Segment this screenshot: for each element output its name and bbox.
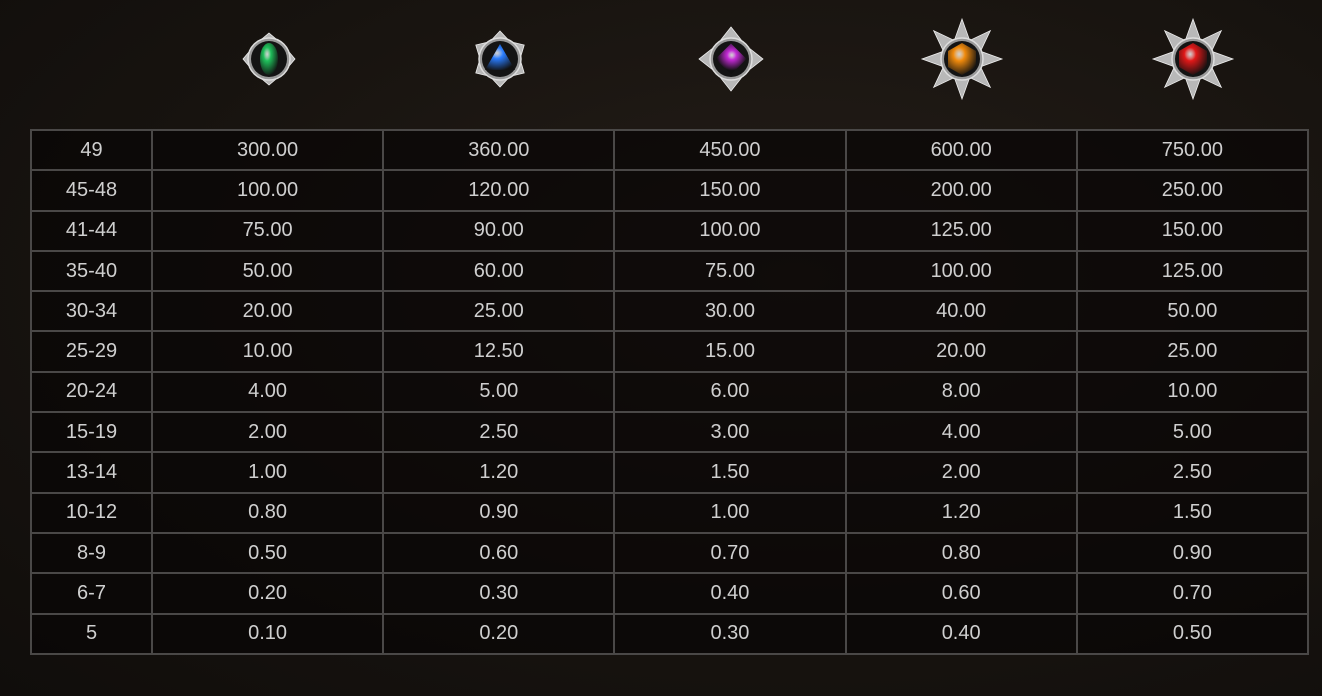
- payout-purple-gem: 15.00: [613, 330, 847, 373]
- payout-green-gem: 300.00: [150, 128, 385, 172]
- payout-orange-gem: 0.40: [844, 612, 1078, 655]
- green-gem-icon: [242, 32, 296, 86]
- payout-red-gem: 125.00: [1075, 249, 1310, 293]
- table-row: 35-40 50.00 60.00 75.00 100.00 125.00: [30, 249, 1310, 293]
- payout-green-gem: 0.80: [150, 491, 385, 534]
- payout-blue-gem: 5.00: [382, 370, 616, 414]
- count-range: 49: [30, 128, 153, 172]
- payout-blue-gem: 1.20: [382, 451, 616, 494]
- table-row: 8-9 0.50 0.60 0.70 0.80 0.90: [30, 531, 1310, 575]
- payout-red-gem: 750.00: [1075, 128, 1310, 172]
- payout-green-gem: 0.10: [150, 612, 385, 655]
- payout-purple-gem: 1.00: [613, 491, 847, 534]
- payout-purple-gem: 450.00: [613, 128, 847, 172]
- payout-blue-gem: 120.00: [382, 169, 616, 212]
- payout-orange-gem: 0.60: [844, 572, 1078, 615]
- payout-blue-gem: 25.00: [382, 290, 616, 333]
- payout-orange-gem: 100.00: [844, 249, 1078, 293]
- count-range: 5: [30, 612, 153, 655]
- payout-blue-gem: 0.20: [382, 612, 616, 655]
- red-gem-icon: [1151, 17, 1235, 101]
- blue-gem-icon: [475, 30, 525, 88]
- count-range: 35-40: [30, 249, 153, 293]
- payout-blue-gem: 0.30: [382, 572, 616, 615]
- orange-gem-icon: [920, 17, 1004, 101]
- payout-purple-gem: 6.00: [613, 370, 847, 414]
- payout-blue-gem: 360.00: [382, 128, 616, 172]
- payout-red-gem: 2.50: [1075, 451, 1310, 494]
- count-range: 25-29: [30, 330, 153, 373]
- payout-red-gem: 25.00: [1075, 330, 1310, 373]
- payout-red-gem: 0.90: [1075, 531, 1310, 575]
- payout-red-gem: 1.50: [1075, 491, 1310, 534]
- payout-green-gem: 4.00: [150, 370, 385, 414]
- table-row: 49 300.00 360.00 450.00 600.00 750.00: [30, 128, 1310, 172]
- payout-orange-gem: 125.00: [844, 209, 1078, 252]
- payout-blue-gem: 90.00: [382, 209, 616, 252]
- payout-red-gem: 250.00: [1075, 169, 1310, 212]
- payout-purple-gem: 3.00: [613, 411, 847, 454]
- payout-red-gem: 5.00: [1075, 411, 1310, 454]
- payout-green-gem: 1.00: [150, 451, 385, 494]
- table-row: 30-34 20.00 25.00 30.00 40.00 50.00: [30, 290, 1310, 333]
- table-row: 15-19 2.00 2.50 3.00 4.00 5.00: [30, 411, 1310, 454]
- payout-orange-gem: 600.00: [844, 128, 1078, 172]
- purple-gem-icon: [698, 26, 764, 92]
- payout-purple-gem: 0.30: [613, 612, 847, 655]
- payout-blue-gem: 60.00: [382, 249, 616, 293]
- payout-orange-gem: 40.00: [844, 290, 1078, 333]
- payout-purple-gem: 100.00: [613, 209, 847, 252]
- payout-purple-gem: 0.40: [613, 572, 847, 615]
- payout-red-gem: 10.00: [1075, 370, 1310, 414]
- table-row: 5 0.10 0.20 0.30 0.40 0.50: [30, 612, 1310, 655]
- payout-purple-gem: 1.50: [613, 451, 847, 494]
- table-row: 45-48 100.00 120.00 150.00 200.00 250.00: [30, 169, 1310, 212]
- count-range: 45-48: [30, 169, 153, 212]
- payout-blue-gem: 12.50: [382, 330, 616, 373]
- payout-orange-gem: 20.00: [844, 330, 1078, 373]
- count-range: 41-44: [30, 209, 153, 252]
- payout-green-gem: 0.20: [150, 572, 385, 615]
- table-row: 6-7 0.20 0.30 0.40 0.60 0.70: [30, 572, 1310, 615]
- payout-purple-gem: 150.00: [613, 169, 847, 212]
- payout-orange-gem: 1.20: [844, 491, 1078, 534]
- payout-green-gem: 2.00: [150, 411, 385, 454]
- payout-blue-gem: 2.50: [382, 411, 616, 454]
- count-range: 10-12: [30, 491, 153, 534]
- payout-orange-gem: 8.00: [844, 370, 1078, 414]
- count-range: 8-9: [30, 531, 153, 575]
- payout-green-gem: 20.00: [150, 290, 385, 333]
- payout-orange-gem: 200.00: [844, 169, 1078, 212]
- table-row: 41-44 75.00 90.00 100.00 125.00 150.00: [30, 209, 1310, 252]
- count-range: 6-7: [30, 572, 153, 615]
- payout-purple-gem: 30.00: [613, 290, 847, 333]
- payout-blue-gem: 0.60: [382, 531, 616, 575]
- payout-blue-gem: 0.90: [382, 491, 616, 534]
- payout-green-gem: 10.00: [150, 330, 385, 373]
- payout-red-gem: 0.70: [1075, 572, 1310, 615]
- payout-purple-gem: 0.70: [613, 531, 847, 575]
- payout-green-gem: 50.00: [150, 249, 385, 293]
- payout-orange-gem: 2.00: [844, 451, 1078, 494]
- count-range: 13-14: [30, 451, 153, 494]
- payout-purple-gem: 75.00: [613, 249, 847, 293]
- payout-orange-gem: 0.80: [844, 531, 1078, 575]
- table-row: 25-29 10.00 12.50 15.00 20.00 25.00: [30, 330, 1310, 373]
- table-row: 10-12 0.80 0.90 1.00 1.20 1.50: [30, 491, 1310, 534]
- payout-red-gem: 50.00: [1075, 290, 1310, 333]
- payout-red-gem: 150.00: [1075, 209, 1310, 252]
- payout-orange-gem: 4.00: [844, 411, 1078, 454]
- payout-red-gem: 0.50: [1075, 612, 1310, 655]
- payout-green-gem: 75.00: [150, 209, 385, 252]
- count-range: 15-19: [30, 411, 153, 454]
- count-range: 30-34: [30, 290, 153, 333]
- paytable: 49 300.00 360.00 450.00 600.00 750.00 45-48 100…: [30, 128, 1310, 655]
- table-row: 20-24 4.00 5.00 6.00 8.00 10.00: [30, 370, 1310, 414]
- payout-green-gem: 0.50: [150, 531, 385, 575]
- table-row: 13-14 1.00 1.20 1.50 2.00 2.50: [30, 451, 1310, 494]
- payout-green-gem: 100.00: [150, 169, 385, 212]
- symbol-header: [0, 0, 1322, 130]
- count-range: 20-24: [30, 370, 153, 414]
